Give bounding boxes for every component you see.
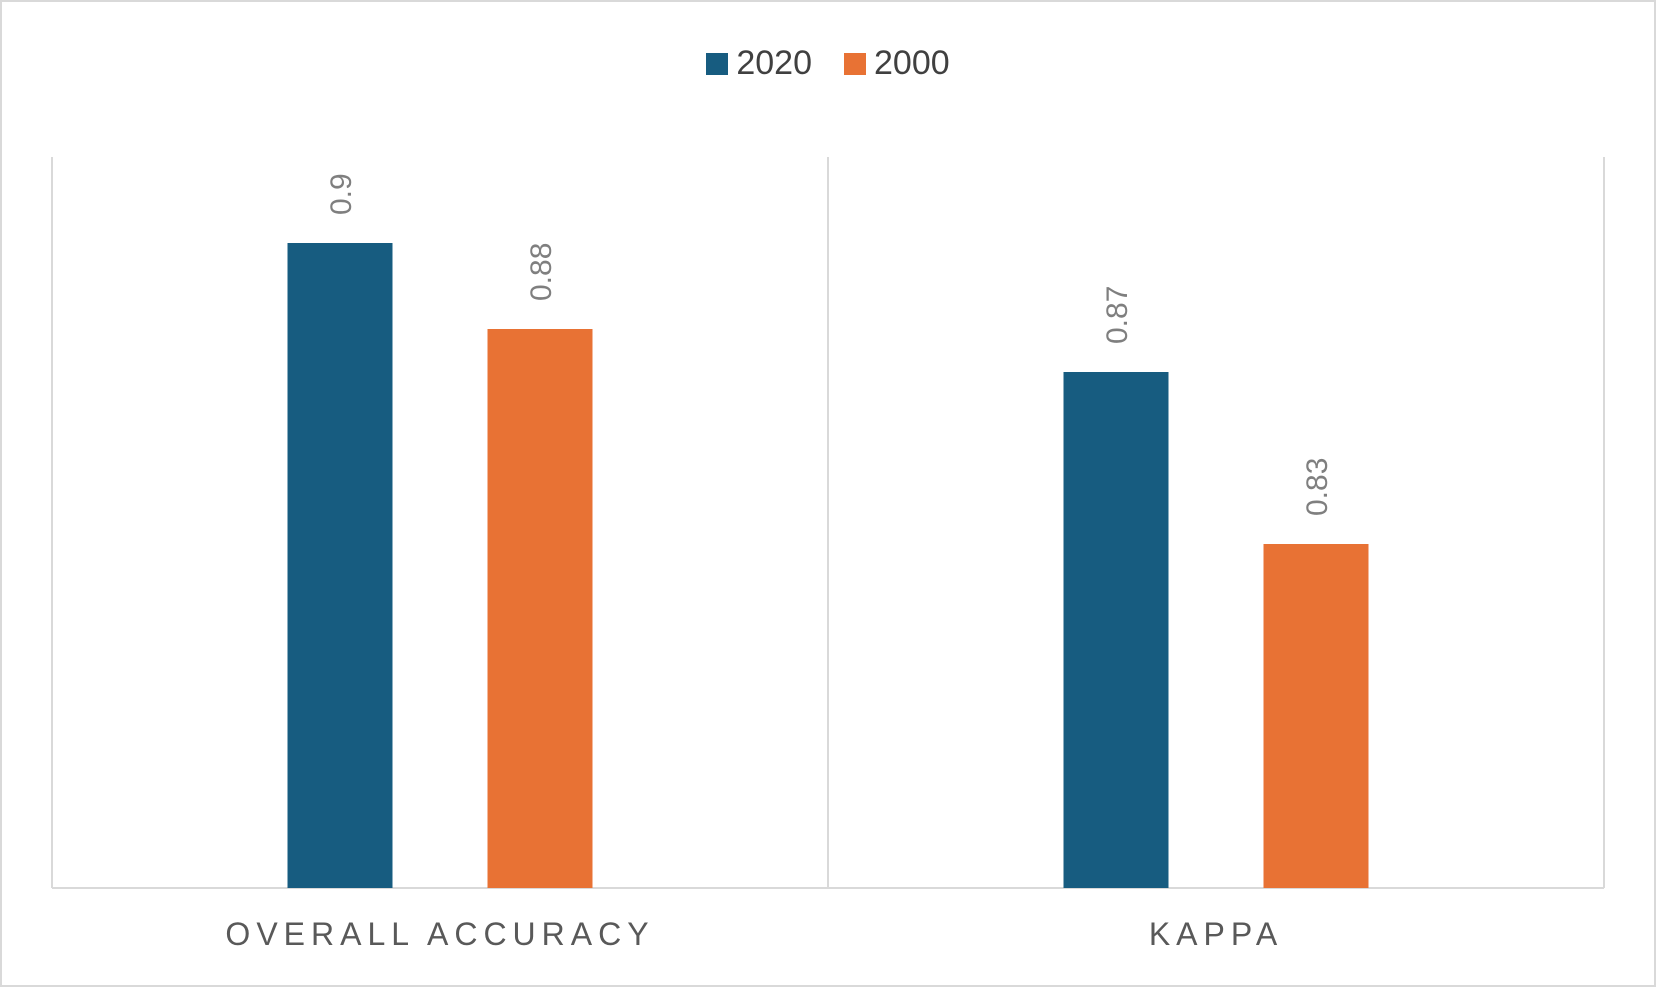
- legend: 2020 2000: [0, 44, 1656, 83]
- legend-item-2000[interactable]: 2000: [844, 44, 950, 83]
- bar-2020-1: [1063, 372, 1169, 888]
- bar-2000-0: [487, 329, 593, 888]
- data-label-2000-0: 0.88: [525, 243, 558, 301]
- data-label-2000-1: 0.83: [1301, 458, 1334, 516]
- legend-swatch-2020: [706, 52, 729, 75]
- legend-label-2000: 2000: [874, 44, 950, 82]
- category-label-0: OVERALL ACCURACY: [225, 916, 654, 952]
- bar-2000-1: [1263, 544, 1369, 888]
- legend-label-2020: 2020: [736, 44, 812, 82]
- category-label-1: KAPPA: [1149, 916, 1283, 952]
- legend-item-2020[interactable]: 2020: [706, 44, 812, 83]
- data-label-2020-1: 0.87: [1101, 286, 1134, 344]
- bar-2020-0: [287, 243, 393, 888]
- legend-swatch-2000: [844, 52, 866, 75]
- data-label-2020-0: 0.9: [325, 173, 358, 215]
